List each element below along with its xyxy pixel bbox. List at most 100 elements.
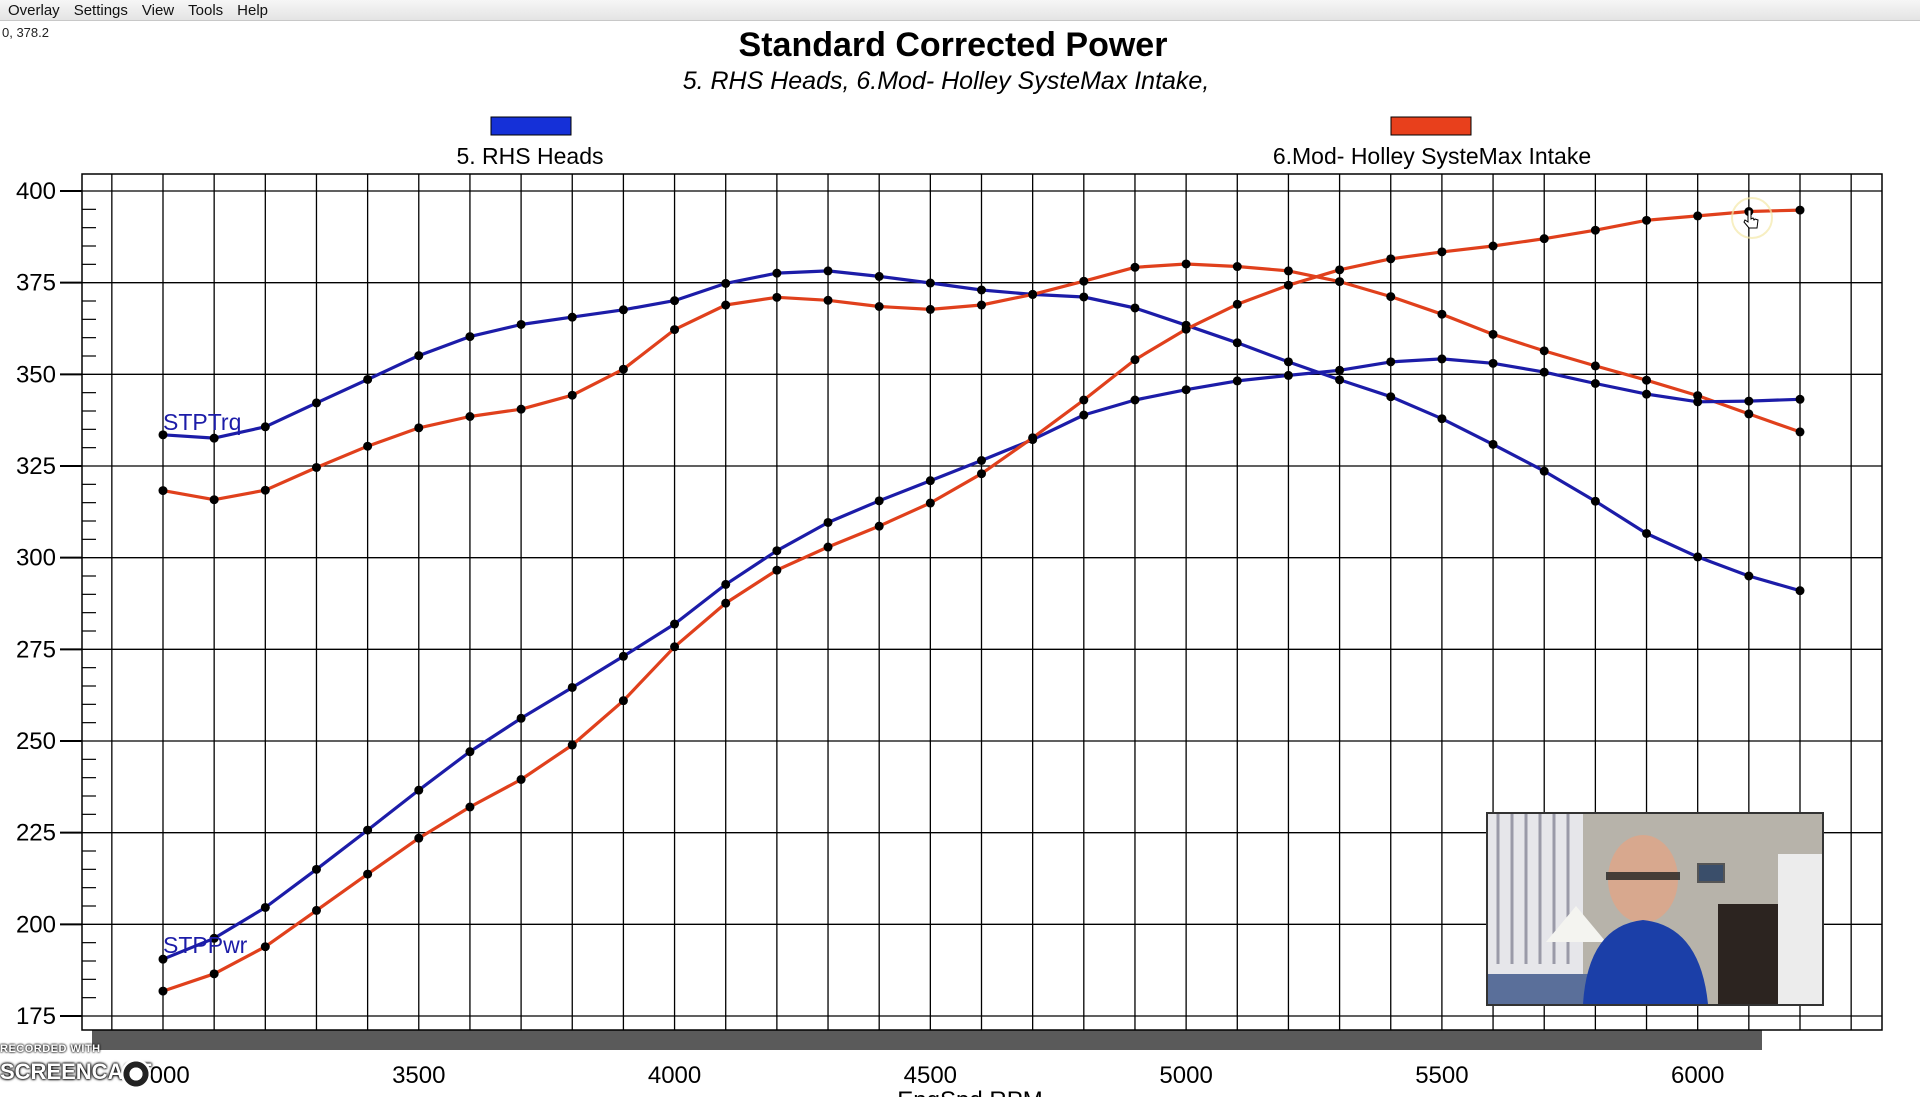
menu-bar: Overlay Settings View Tools Help [0,0,1920,21]
data-point-stptrq-rhs-heads-6200 [1795,586,1805,596]
data-point-stptrq-holley-intake-5100 [1232,262,1242,272]
data-point-stppwr-holley-intake-3200 [260,942,270,952]
legend-swatch-rhs-heads[interactable] [490,116,572,136]
data-point-stppwr-rhs-heads-3100 [209,933,219,943]
data-point-stptrq-rhs-heads-4200 [772,268,782,278]
data-point-stptrq-holley-intake-3700 [516,404,526,414]
data-point-stppwr-holley-intake-3700 [516,775,526,784]
data-point-stptrq-holley-intake-5800 [1590,361,1600,371]
data-point-stppwr-holley-intake-4000 [670,642,680,652]
data-point-stppwr-holley-intake-4700 [1028,433,1038,443]
data-point-stptrq-rhs-heads-4600 [977,285,986,295]
data-point-stptrq-rhs-heads-5300 [1335,375,1345,385]
screencast-watermark: RECORDED WITH SCREENCAST [0,1043,200,1097]
data-point-stppwr-rhs-heads-5400 [1386,357,1396,367]
data-point-stptrq-holley-intake-5600 [1488,329,1498,339]
data-point-stppwr-rhs-heads-4000 [670,619,680,629]
data-point-stptrq-rhs-heads-3000 [158,430,168,440]
data-point-stppwr-rhs-heads-4500 [925,476,935,486]
y-tick-label-225: 225 [16,820,56,847]
data-point-stptrq-rhs-heads-6100 [1744,571,1754,581]
menu-help[interactable]: Help [237,1,269,19]
data-point-stppwr-holley-intake-5200 [1283,280,1293,290]
data-point-stppwr-rhs-heads-5800 [1590,379,1600,388]
data-point-stptrq-rhs-heads-4000 [670,296,680,306]
data-point-stppwr-rhs-heads-5500 [1437,354,1447,364]
legend-swatch-holley-intake[interactable] [1390,116,1472,136]
data-point-stppwr-rhs-heads-3800 [567,682,577,692]
data-point-stptrq-holley-intake-5000 [1181,259,1191,269]
data-point-stppwr-holley-intake-3800 [567,740,577,750]
data-point-stppwr-rhs-heads-5600 [1488,358,1498,368]
data-point-stppwr-rhs-heads-5300 [1335,365,1345,375]
data-point-stppwr-rhs-heads-3500 [414,785,424,795]
data-point-stppwr-holley-intake-5000 [1181,324,1191,334]
data-point-stppwr-rhs-heads-4400 [874,496,884,506]
data-point-stppwr-holley-intake-5300 [1335,265,1345,275]
screencast-logo-icon [121,1059,151,1089]
data-point-stppwr-rhs-heads-5700 [1539,367,1549,377]
data-point-stppwr-holley-intake-3000 [158,986,168,996]
data-point-stppwr-holley-intake-6000 [1693,211,1703,221]
data-point-stptrq-holley-intake-5400 [1386,292,1396,302]
data-point-stppwr-rhs-heads-4200 [772,546,782,556]
data-point-stptrq-holley-intake-3400 [363,441,373,451]
data-point-stptrq-rhs-heads-3900 [618,305,628,315]
data-point-stptrq-rhs-heads-3200 [260,422,270,432]
x-tick-label-3500: 3500 [392,1062,445,1089]
curve-label-power: STPPwr [163,932,248,958]
data-point-stptrq-holley-intake-4700 [1028,289,1038,299]
data-point-stppwr-holley-intake-5700 [1539,234,1549,244]
data-point-stppwr-rhs-heads-3900 [618,651,628,661]
data-point-stptrq-holley-intake-3000 [158,486,168,496]
data-point-stppwr-holley-intake-3100 [209,969,219,979]
data-point-stppwr-rhs-heads-4300 [823,517,833,527]
data-point-stptrq-holley-intake-3800 [567,390,577,400]
data-point-stppwr-holley-intake-3500 [414,833,424,843]
data-point-stptrq-rhs-heads-4300 [823,266,833,276]
data-point-stptrq-rhs-heads-3400 [363,374,373,384]
data-point-stppwr-holley-intake-3600 [465,802,475,812]
data-point-stptrq-holley-intake-4500 [925,304,935,314]
data-point-stptrq-holley-intake-5300 [1335,277,1345,287]
legend-label-rhs-heads: 5. RHS Heads [456,143,603,169]
data-point-stppwr-rhs-heads-5100 [1232,376,1242,386]
data-point-stptrq-rhs-heads-5100 [1232,338,1242,348]
data-point-stptrq-rhs-heads-3800 [567,312,577,322]
data-point-stptrq-rhs-heads-5800 [1590,496,1600,506]
data-point-stppwr-rhs-heads-3400 [363,825,373,835]
data-point-stppwr-rhs-heads-3200 [260,902,270,912]
data-point-stppwr-rhs-heads-6000 [1693,397,1703,407]
menu-settings[interactable]: Settings [73,1,128,19]
data-point-stppwr-rhs-heads-4800 [1079,410,1089,420]
legend: 5. RHS Heads 6.Mod- Holley SysteMax Inta… [456,116,1591,169]
data-point-stppwr-holley-intake-4800 [1079,395,1089,405]
data-point-stptrq-holley-intake-6200 [1795,427,1805,437]
data-point-stptrq-holley-intake-3500 [414,423,424,433]
data-point-stptrq-holley-intake-3200 [260,485,270,495]
menu-tools[interactable]: Tools [188,1,224,19]
data-point-stptrq-holley-intake-6000 [1693,391,1703,401]
menu-overlay[interactable]: Overlay [8,1,60,19]
x-tick-label-6000: 6000 [1671,1062,1724,1089]
data-point-stppwr-holley-intake-5100 [1232,299,1242,309]
data-point-stptrq-holley-intake-5500 [1437,309,1447,319]
data-point-stppwr-holley-intake-4900 [1130,355,1140,365]
data-point-stppwr-holley-intake-5400 [1386,254,1396,264]
y-tick-label-300: 300 [16,545,56,572]
data-point-stptrq-holley-intake-4400 [874,302,884,311]
data-point-stptrq-holley-intake-4600 [977,300,986,310]
data-point-stppwr-holley-intake-3300 [311,905,321,915]
coordinate-readout: 0, 378.2 [2,25,49,40]
data-point-stptrq-holley-intake-4200 [772,292,782,302]
x-tick-label-5000: 5000 [1159,1062,1212,1089]
data-point-stppwr-rhs-heads-4100 [721,579,731,589]
data-point-stptrq-rhs-heads-5500 [1437,414,1447,424]
data-point-stppwr-holley-intake-4200 [772,565,782,575]
menu-view[interactable]: View [141,1,175,19]
data-point-stppwr-holley-intake-3400 [363,869,373,879]
data-point-stptrq-holley-intake-4100 [721,300,731,310]
chart-title: Standard Corrected Power [739,26,1168,64]
